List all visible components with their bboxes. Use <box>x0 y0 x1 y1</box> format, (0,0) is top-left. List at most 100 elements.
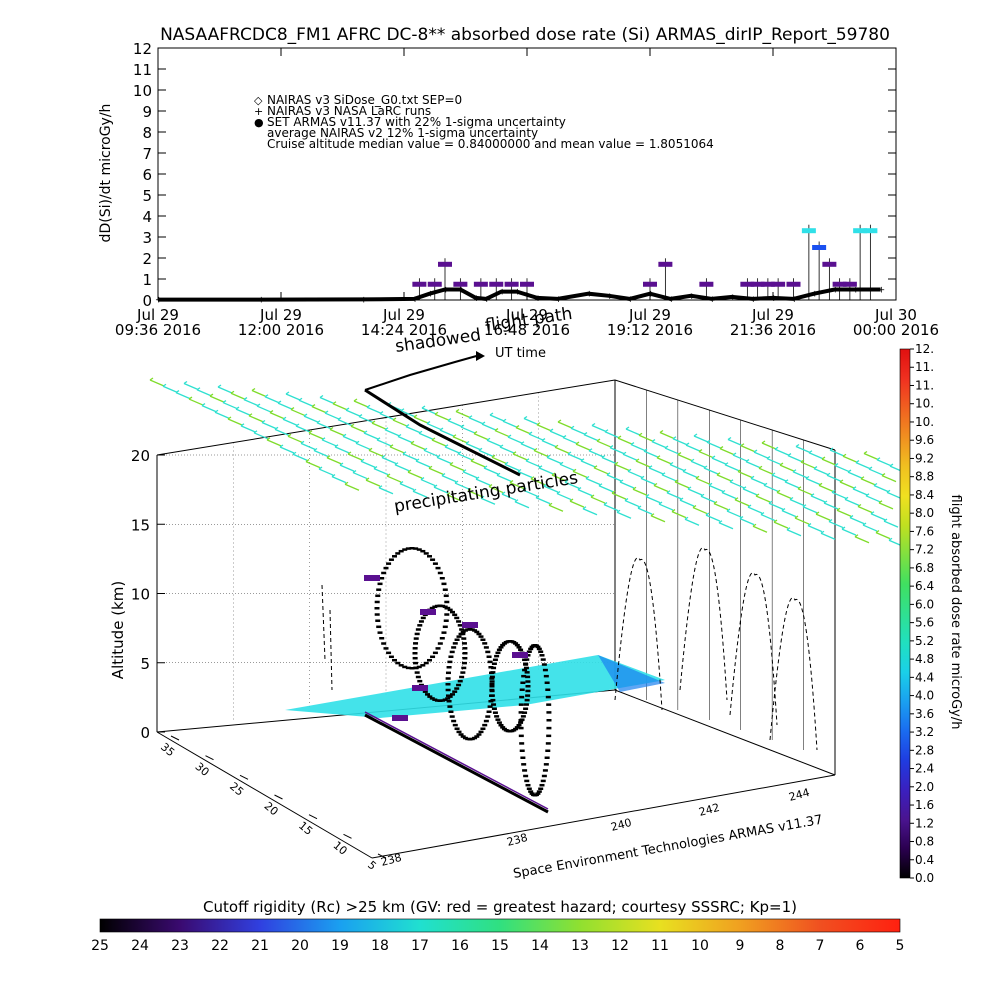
rigidity-arrow <box>661 472 677 482</box>
figure-title: NASAAFRCDC8_FM1 AFRC DC-8** absorbed dos… <box>160 25 890 45</box>
trajectory-dot <box>520 715 526 718</box>
rigidity-arrow <box>455 408 471 419</box>
rigidity-arrow <box>290 407 306 417</box>
trajectory-dot <box>437 571 443 575</box>
trajectory-dot <box>544 681 550 684</box>
trajectory-dot <box>445 671 451 675</box>
trajectory-dot <box>520 756 526 759</box>
rigidity-arrow <box>784 479 800 489</box>
rigidity-arrow <box>412 488 428 498</box>
trajectory-dot <box>460 735 466 738</box>
top-y-tick-label: 7 <box>142 145 152 163</box>
armas-point <box>740 281 755 287</box>
rigidity-arrow <box>564 479 580 489</box>
rigidity-arrow <box>625 426 641 436</box>
trajectory-dot <box>518 703 524 706</box>
rigidity-arrow <box>805 475 821 486</box>
rigidity-arrow <box>446 492 462 502</box>
nairas-marker: + <box>627 295 635 305</box>
legend-symbol: + <box>254 105 263 118</box>
rigidity-arrow <box>418 430 434 440</box>
rigidity-arrow <box>371 420 387 430</box>
rigidity-arrow <box>860 476 876 486</box>
trajectory-dot <box>498 723 504 727</box>
rigidity-colorbar: Cutoff rigidity (Rc) >25 km (GV: red = g… <box>91 898 904 954</box>
rigidity-arrow <box>405 424 421 434</box>
rigidity-arrow <box>235 406 251 416</box>
top-y-tick-label: 6 <box>142 166 152 184</box>
legend-symbol: ● <box>254 116 264 129</box>
rigidity-arrow <box>347 451 363 461</box>
rigidity-arrow <box>274 426 290 436</box>
trajectory-dot <box>452 723 458 727</box>
rigidity-arrow <box>572 468 588 478</box>
trajectory-dot <box>487 660 493 664</box>
trajectory-dot <box>524 671 530 674</box>
dose-tick-label: 0.4 <box>915 853 934 867</box>
altitude-tick-label: 0 <box>140 724 150 742</box>
rigidity-arrow <box>737 468 753 479</box>
dose-tick-label: 8.8 <box>915 470 934 484</box>
trajectory-dot <box>521 763 527 766</box>
rigidity-arrow <box>329 426 345 437</box>
trajectory-marker <box>462 622 478 628</box>
rigidity-tick-label: 21 <box>251 938 269 954</box>
nairas-marker: + <box>155 296 163 306</box>
rigidity-arrow <box>515 425 531 435</box>
dose-colorbar-ticks: 0.0 0.4 0.8 1.2 1.6 2.0 2.4 2.8 3.2 3.6 4.0 4.4 4.8 5… <box>910 342 934 885</box>
trajectory-dot <box>418 620 424 623</box>
trajectory-dot <box>457 624 463 627</box>
top-y-tick-label: 0 <box>142 292 152 310</box>
rigidity-arrow <box>844 496 860 506</box>
armas-point <box>853 228 868 234</box>
rigidity-arrow <box>886 489 902 499</box>
trajectory-dot <box>412 652 418 655</box>
rigidity-arrow <box>800 459 816 469</box>
armas-point <box>699 281 714 287</box>
top-x-tick-label-time: 21:36 2016 <box>730 321 816 339</box>
trajectory-dot <box>450 610 455 614</box>
rigidity-arrow <box>470 458 486 468</box>
trajectory-marker <box>364 575 380 581</box>
trajectory-dot <box>376 588 382 591</box>
trajectory-dot <box>398 549 404 553</box>
rigidity-arrow <box>883 518 899 528</box>
trajectory-dot <box>395 661 401 665</box>
trajectory-dot <box>513 642 519 645</box>
nairas-marker: + <box>457 286 465 296</box>
nairas-marker: + <box>258 296 266 306</box>
rigidity-arrow <box>849 515 865 525</box>
nairas-marker: + <box>729 293 737 303</box>
rigidity-arrow <box>719 446 735 456</box>
trajectory-dot <box>386 651 392 655</box>
rigidity-arrow <box>774 446 790 456</box>
rigidity-arrow <box>339 462 355 472</box>
armas-point <box>832 281 847 287</box>
rigidity-arrow <box>360 458 376 468</box>
flight-path-lower <box>364 388 521 477</box>
rigidity-arrow <box>807 523 823 533</box>
trajectory-dot <box>496 721 502 724</box>
trajectory-dot <box>518 734 524 738</box>
dose-tick-label: 4.8 <box>915 652 934 666</box>
rigidity-arrow <box>752 523 768 533</box>
latitude-tick-label: 20 <box>262 799 281 818</box>
rigidity-arrow <box>583 432 599 442</box>
rigidity-arrow <box>494 428 510 438</box>
nairas-marker: + <box>832 286 840 296</box>
trajectory-dot <box>489 685 495 688</box>
rigidity-arrow <box>394 462 410 472</box>
rigidity-arrow <box>637 505 653 515</box>
rigidity-arrow <box>570 425 586 435</box>
trajectory-dot <box>489 689 495 693</box>
rigidity-arrow <box>556 491 572 501</box>
rigidity-arrow <box>433 484 449 494</box>
rigidity-arrow <box>829 447 845 457</box>
trajectory-dot <box>416 665 422 669</box>
trajectory-dot <box>516 723 522 727</box>
rigidity-arrow <box>614 461 630 471</box>
rigidity-arrow <box>870 511 886 521</box>
rigidity-tick-label: 13 <box>571 938 589 954</box>
longitude-tick-label: 242 <box>697 801 721 819</box>
trajectory-dot <box>492 711 498 714</box>
